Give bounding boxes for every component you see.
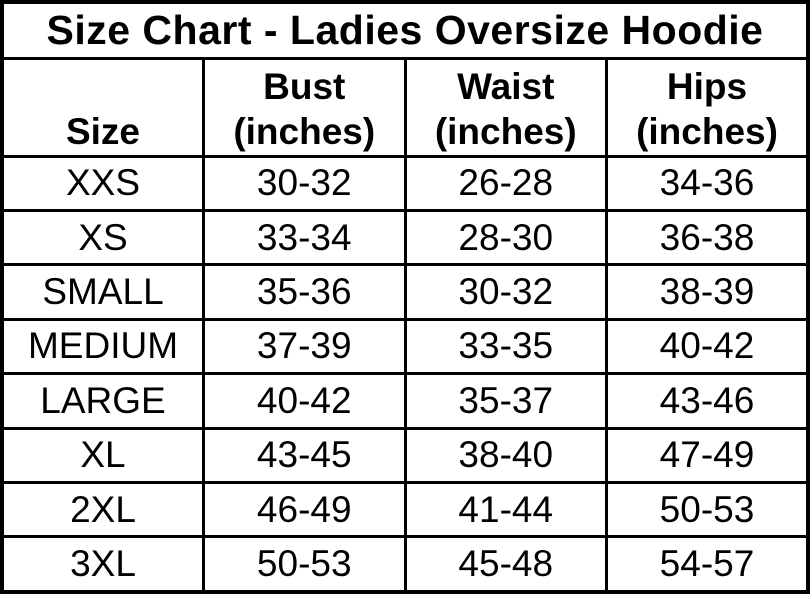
waist-cell: 41-44 [403,481,608,539]
table-row: 3XL 50-53 45-48 54-57 [0,535,810,594]
table-row: XXS 30-32 26-28 34-36 [0,154,810,212]
bust-cell: 46-49 [202,481,407,539]
hips-cell: 34-36 [605,154,810,212]
bust-cell: 40-42 [202,372,407,430]
size-cell: SMALL [0,263,205,321]
hips-cell: 50-53 [605,481,810,539]
waist-cell: 35-37 [403,372,608,430]
hips-cell: 36-38 [605,208,810,267]
table-row: 2XL 46-49 41-44 50-53 [0,481,810,539]
waist-cell: 28-30 [403,208,608,267]
column-header-label: Size [65,111,141,153]
hips-cell: 43-46 [605,372,810,430]
table-row: SMALL 35-36 30-32 38-39 [0,263,810,321]
bust-cell: 30-32 [202,154,407,212]
hips-cell: 38-39 [605,263,810,321]
table-row: MEDIUM 37-39 33-35 40-42 [0,317,810,376]
size-cell: MEDIUM [0,317,205,376]
column-header-bust: Bust (inches) [202,56,407,158]
column-header-label: Hips [666,66,748,108]
column-header-unit: (inches) [233,111,376,153]
size-cell: XS [0,208,205,267]
size-cell: LARGE [0,372,205,430]
column-header-unit: (inches) [636,111,778,153]
bust-cell: 43-45 [202,426,407,485]
table-row: LARGE 40-42 35-37 43-46 [0,372,810,430]
column-header-waist: Waist (inches) [403,56,608,158]
waist-cell: 45-48 [403,535,608,594]
size-cell: 2XL [0,481,205,539]
column-header-unit: (inches) [434,111,577,153]
header-row: Size Bust (inches) Waist (inches) Hips (… [0,56,810,158]
size-table-body: XXS 30-32 26-28 34-36 XS 33-34 28-30 36-… [0,154,810,594]
bust-cell: 33-34 [202,208,407,267]
column-header-hips: Hips (inches) [605,56,810,158]
column-header-size: Size [0,56,205,158]
hips-cell: 54-57 [605,535,810,594]
table-title: Size Chart - Ladies Oversize Hoodie [0,0,810,60]
bust-cell: 37-39 [202,317,407,376]
table-row: XS 33-34 28-30 36-38 [0,208,810,267]
column-header-label: Waist [457,66,555,108]
bust-cell: 50-53 [202,535,407,594]
column-header-label: Bust [263,66,346,108]
title-row: Size Chart - Ladies Oversize Hoodie [0,0,810,60]
size-cell: 3XL [0,535,205,594]
table-row: XL 43-45 38-40 47-49 [0,426,810,485]
hips-cell: 47-49 [605,426,810,485]
waist-cell: 38-40 [403,426,608,485]
waist-cell: 26-28 [403,154,608,212]
bust-cell: 35-36 [202,263,407,321]
size-cell: XXS [0,154,205,212]
waist-cell: 30-32 [403,263,608,321]
waist-cell: 33-35 [403,317,608,376]
size-cell: XL [0,426,205,485]
hips-cell: 40-42 [605,317,810,376]
